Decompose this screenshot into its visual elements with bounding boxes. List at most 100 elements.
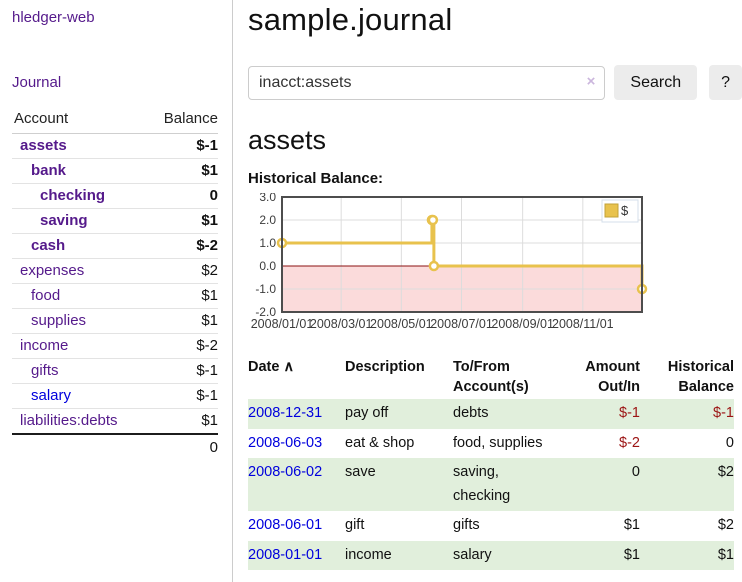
y-axis-tick: -2.0 <box>255 305 276 319</box>
register-accounts: debts <box>453 405 489 422</box>
sidebar-nav: Journal <box>12 74 232 92</box>
register-balance: $-1 <box>713 405 734 422</box>
sort-ascending-icon: ∧ <box>283 359 295 375</box>
account-link-expenses[interactable]: expenses <box>20 262 85 279</box>
account-balance: $-2 <box>146 333 218 359</box>
account-row: saving $1 <box>12 208 218 234</box>
data-point-marker <box>427 214 439 226</box>
register-description: gift <box>345 517 365 534</box>
account-balance: $1 <box>146 308 218 334</box>
clear-search-icon[interactable]: × <box>586 72 596 90</box>
legend-swatch <box>604 203 619 218</box>
register-header-description: Description <box>345 359 425 375</box>
accounts-total-balance: 0 <box>146 433 218 460</box>
account-link-supplies[interactable]: supplies <box>31 312 87 329</box>
help-button[interactable]: ? <box>709 65 742 100</box>
chart-label: Historical Balance: <box>248 170 384 187</box>
accounts-table-body: assets $-1 bank $1 checking 0 saving $1 cash $-2 e… <box>12 133 218 460</box>
register-description: pay off <box>345 405 389 422</box>
register-date-link[interactable]: 2008-06-03 <box>248 434 323 451</box>
search-input[interactable] <box>248 65 606 100</box>
register-accounts: saving, checking <box>453 464 511 504</box>
register-amount: $-2 <box>619 434 640 451</box>
account-link-checking[interactable]: checking <box>40 187 106 204</box>
register-balance: $1 <box>717 546 734 563</box>
account-balance: $1 <box>146 158 218 184</box>
account-row: income $-2 <box>12 333 218 359</box>
register-row: 2008-01-01 income salary $1 $1 <box>248 540 734 571</box>
page-title: sample.journal <box>248 2 453 37</box>
account-balance: $-1 <box>146 383 218 409</box>
account-balance: $-2 <box>146 233 218 259</box>
register-amount: 0 <box>631 464 640 481</box>
register-description: income <box>345 546 392 563</box>
register-accounts: salary <box>453 546 492 563</box>
account-link-cash[interactable]: cash <box>31 237 66 254</box>
account-balance: $1 <box>146 283 218 309</box>
register-accounts: gifts <box>453 517 480 534</box>
search-button[interactable]: Search <box>614 65 698 100</box>
main-content: sample.journal × Search ? assets Histori… <box>234 0 742 582</box>
x-axis-tick: 2008/05/01 <box>370 317 433 331</box>
register-header-balance: Historical Balance <box>667 359 734 395</box>
x-axis-tick: 2008/11/01 <box>552 317 614 331</box>
account-row: gifts $-1 <box>12 358 218 384</box>
x-axis-tick: 2008/07/01 <box>430 317 493 331</box>
account-row: salary $-1 <box>12 383 218 409</box>
account-row: expenses $2 <box>12 258 218 284</box>
register-row: 2008-06-03 eat & shop food, supplies $-2 0 <box>248 429 734 458</box>
register-description: save <box>345 464 376 481</box>
account-balance: $-1 <box>146 133 218 159</box>
legend-label: $ <box>621 203 629 218</box>
y-axis-tick: 1.0 <box>259 236 276 250</box>
register-amount: $-1 <box>619 405 640 422</box>
y-axis-tick: 2.0 <box>259 213 276 227</box>
account-row: supplies $1 <box>12 308 218 334</box>
x-axis-tick: 2008/01/01 <box>251 317 314 331</box>
register-header-accounts: To/From Account(s) <box>453 359 529 395</box>
y-axis-tick: -1.0 <box>255 282 276 296</box>
accounts-table-header: Account Balance <box>12 106 218 134</box>
account-link-bank[interactable]: bank <box>31 162 67 179</box>
register-row: 2008-12-31 pay off debts $-1 $-1 <box>248 399 734 429</box>
date-header-label: Date <box>248 359 280 375</box>
account-link-salary[interactable]: salary <box>31 387 72 404</box>
sidebar: hledger-web Journal Account Balance asse… <box>0 0 233 582</box>
accounts-table: Account Balance assets $-1 bank $1 checking 0… <box>12 106 218 460</box>
register-balance: $2 <box>717 517 734 534</box>
register-table-body: 2008-12-31 pay off debts $-1 $-1 2008-06-03 ea… <box>248 399 734 571</box>
register-header-row: Date ∧ Description To/From Account(s) Am… <box>248 356 734 399</box>
register-date-link[interactable]: 2008-12-31 <box>248 405 323 422</box>
account-link-income[interactable]: income <box>20 337 69 354</box>
register-amount: $1 <box>623 517 640 534</box>
accounts-header-account: Account <box>12 106 147 134</box>
register-date-link[interactable]: 2008-06-02 <box>248 464 323 481</box>
account-balance: $2 <box>146 258 218 284</box>
account-row: checking 0 <box>12 183 218 209</box>
x-axis-tick: 2008/03/01 <box>310 317 373 331</box>
search-box: × <box>248 65 606 100</box>
account-balance: $1 <box>201 412 218 429</box>
accounts-total-row: 0 <box>12 433 218 460</box>
register-balance: $2 <box>717 464 734 481</box>
register-date-link[interactable]: 2008-01-01 <box>248 546 323 563</box>
account-link-liabilities-debts[interactable]: liabilities:debts <box>20 412 118 429</box>
plot-border <box>281 196 643 313</box>
accounts-header-balance: Balance <box>146 106 218 134</box>
register-row: 2008-06-02 save saving, checking 0 $2 <box>248 458 734 512</box>
register-table: Date ∧ Description To/From Account(s) Am… <box>248 356 734 571</box>
register-date-link[interactable]: 2008-06-01 <box>248 517 323 534</box>
account-link-saving[interactable]: saving <box>40 212 88 229</box>
account-link-food[interactable]: food <box>31 287 61 304</box>
register-header-date[interactable]: Date ∧ <box>248 356 345 399</box>
account-row: liabilities:debts $1 <box>12 409 218 435</box>
data-point-marker <box>428 260 440 272</box>
sidebar-item-journal[interactable]: Journal <box>12 74 62 91</box>
account-balance: 0 <box>146 183 218 209</box>
account-link-gifts[interactable]: gifts <box>31 362 59 379</box>
account-row: bank $1 <box>12 158 218 184</box>
register-description: eat & shop <box>345 434 415 451</box>
app-title-link[interactable]: hledger-web <box>12 9 95 26</box>
register-balance: 0 <box>725 434 734 451</box>
account-link-assets[interactable]: assets <box>20 137 67 154</box>
